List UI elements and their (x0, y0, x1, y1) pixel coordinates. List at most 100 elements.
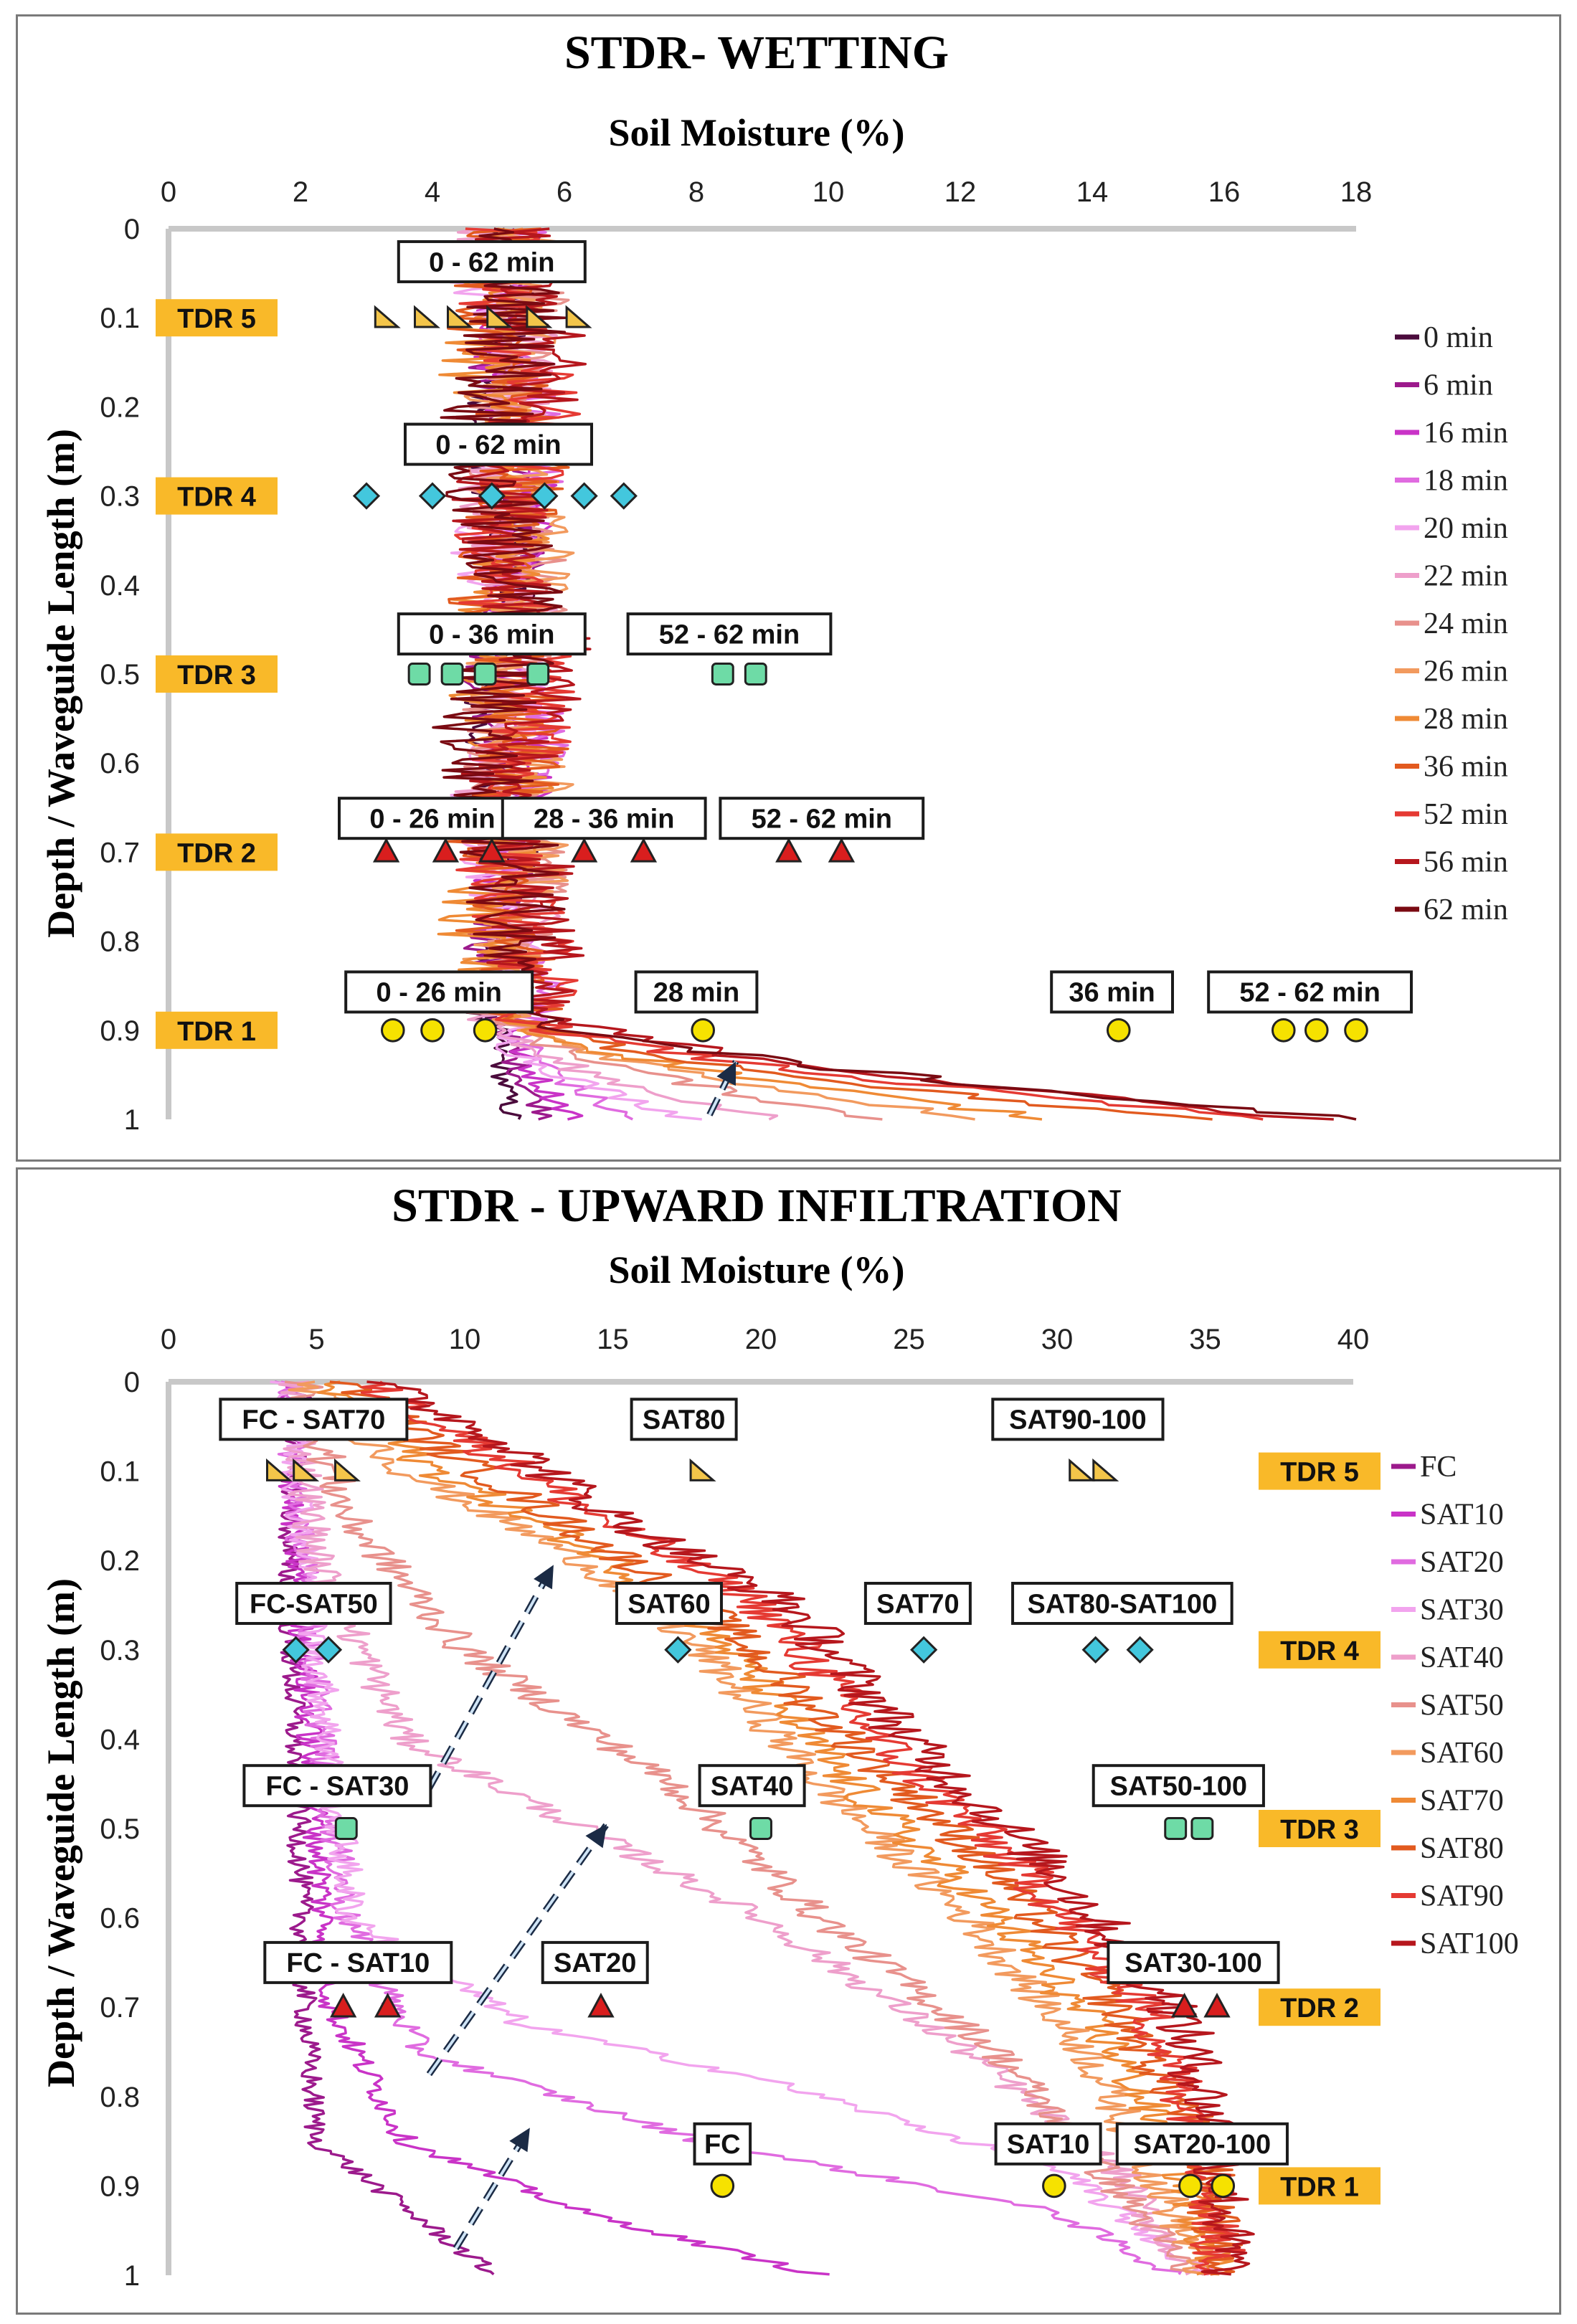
b-annotation-box (263, 1940, 453, 1984)
a-x-tick-label: 6 (557, 176, 572, 208)
b-annotation-box (235, 1582, 392, 1626)
b-x-tick-label: 0 (161, 1324, 176, 1355)
b-x-tick-label: 5 (308, 1324, 324, 1355)
a-y-tick-label: 0.3 (100, 481, 140, 513)
b-trend-arrow-line (427, 1823, 608, 2075)
wetting-chart-svg: STDR- WETTING Soil Moisture (%) Depth / … (39, 27, 1508, 1136)
a-annotation-box (626, 612, 833, 656)
a-y-tick-label: 0.9 (100, 1015, 140, 1047)
a-legend-label: 36 min (1424, 751, 1508, 784)
wetting-annotations: 0 - 62 min 0 - 62 min 0 - 36 min 52 - 62 mi… (338, 239, 1413, 1116)
a-y-tick-label: 0.4 (100, 570, 140, 602)
b-y-tick-label: 0.3 (100, 1635, 140, 1666)
b-marker-square (1164, 1817, 1188, 1840)
b-y-tick-label: 0.1 (100, 1456, 140, 1488)
b-marker-diamond (910, 1636, 938, 1664)
a-x-tick-label: 12 (944, 176, 977, 208)
a-annotation-box (501, 797, 707, 840)
b-marker-diamond (1126, 1636, 1154, 1664)
b-marker-triangle (1170, 1993, 1198, 2018)
a-tdr-label: TDR 4 (177, 483, 256, 513)
a-tdr-label: TDR 2 (177, 838, 256, 868)
b-annotation-label: SAT80-SAT100 (1028, 1589, 1218, 1619)
a-x-tick-label: 14 (1076, 176, 1109, 208)
a-annotation-box (634, 970, 759, 1014)
a-legend-label: 28 min (1424, 703, 1508, 736)
b-legend-label: SAT60 (1420, 1737, 1504, 1770)
a-annotation-box (1050, 970, 1174, 1014)
a-y-tick-label: 1 (124, 1104, 140, 1136)
a-x-tick-label: 4 (425, 176, 440, 208)
wetting-ticks: 0 2 4 6 8 10 12 14 16 18 0 0.1 0.2 0.3 0.4 0.5 0.6 0.7 0.8… (100, 176, 1372, 1136)
b-y-tick-label: 0.7 (100, 1992, 140, 2024)
a-annotation-box (404, 422, 593, 466)
a-marker-sat-triangle (565, 305, 592, 328)
a-marker-sat-triangle (374, 305, 401, 328)
upward-ticks: 0 5 10 15 20 25 30 35 40 0 0.1 0.2 0.3 0.4 0.5 0.6 0.7 0.… (100, 1324, 1369, 2292)
a-trend-arrow-line (708, 1061, 737, 1116)
b-x-tick-label: 40 (1337, 1324, 1370, 1355)
b-marker-triangle (587, 1993, 615, 2018)
a-legend-label: 16 min (1424, 417, 1508, 450)
b-annotation-label: SAT20 (554, 1948, 636, 1978)
b-annotation-box (219, 1398, 409, 1441)
b-legend-label: SAT20 (1420, 1546, 1504, 1579)
b-annotation-label: SAT60 (628, 1589, 710, 1619)
b-annotation-box (693, 2122, 752, 2166)
b-legend-label: SAT80 (1420, 1832, 1504, 1865)
a-marker-sat-triangle (414, 305, 440, 328)
b-marker-circle (1178, 2173, 1203, 2199)
b-y-tick-label: 0.6 (100, 1903, 140, 1935)
a-marker-diamond (418, 482, 447, 510)
a-marker-square (744, 663, 767, 686)
upward-x-axis-title: Soil Moisture (%) (609, 1248, 905, 1291)
a-series-line (451, 227, 1334, 1121)
wetting-markers (352, 305, 1368, 1043)
a-annotation-label: 52 - 62 min (1239, 978, 1380, 1008)
b-marker-diamond (1081, 1636, 1109, 1664)
a-legend-label: 6 min (1424, 369, 1493, 402)
b-legend-label: SAT30 (1420, 1594, 1504, 1627)
b-legend-label: SAT10 (1420, 1499, 1504, 1532)
b-series-line (276, 1380, 495, 2276)
b-marker-diamond (664, 1636, 692, 1664)
b-marker-square (334, 1817, 358, 1840)
upward-markers (266, 1458, 1236, 2199)
b-legend-label: SAT90 (1420, 1880, 1504, 1913)
upward-chart-title: STDR - UPWARD INFILTRATION (392, 1180, 1122, 1232)
a-marker-triangle (478, 838, 506, 863)
a-x-tick-label: 8 (688, 176, 704, 208)
a-marker-diamond (352, 482, 381, 510)
a-marker-triangle (828, 838, 856, 863)
b-annotation-label: FC-SAT50 (250, 1589, 378, 1619)
b-legend-label: FC (1420, 1451, 1457, 1484)
a-marker-square (407, 663, 431, 686)
b-legend-label: SAT100 (1420, 1927, 1519, 1960)
b-marker-sat-triangle (334, 1458, 361, 1481)
b-marker-circle (1211, 2173, 1236, 2199)
a-marker-sat-triangle (526, 305, 553, 328)
b-annotation-box (630, 1398, 738, 1441)
a-trend-arrow-head (716, 1061, 737, 1086)
b-annotation-box (541, 1940, 649, 1984)
a-marker-square (526, 663, 550, 686)
a-y-tick-label: 0.2 (100, 392, 140, 423)
b-y-tick-label: 0.2 (100, 1545, 140, 1577)
upward-tdr-labels: TDR 5 TDR 4 TDR 3 TDR 2 TDR 1 (1259, 1452, 1381, 2205)
b-x-tick-label: 25 (893, 1324, 925, 1355)
b-annotation-label: SAT70 (876, 1589, 959, 1619)
a-legend-label: 20 min (1424, 512, 1508, 545)
a-marker-sat-triangle (447, 305, 473, 328)
b-annotation-label: SAT90-100 (1009, 1405, 1147, 1436)
a-tdr-tag (156, 655, 278, 693)
a-annotation-label: 0 - 26 min (377, 978, 502, 1008)
a-y-tick-label: 0.1 (100, 303, 140, 334)
b-annotation-label: SAT20-100 (1134, 2130, 1271, 2160)
b-tdr-label: TDR 1 (1280, 2172, 1359, 2202)
b-y-tick-label: 0.4 (100, 1724, 140, 1755)
b-annotation-box (991, 1398, 1165, 1441)
upward-plot-area (166, 1379, 1353, 2275)
b-annotation-label: SAT40 (711, 1771, 793, 1801)
a-marker-triangle (372, 838, 400, 863)
wetting-legend: 0 min 6 min 16 min 18 min 20 min 22 min 24 min… (1395, 321, 1508, 926)
